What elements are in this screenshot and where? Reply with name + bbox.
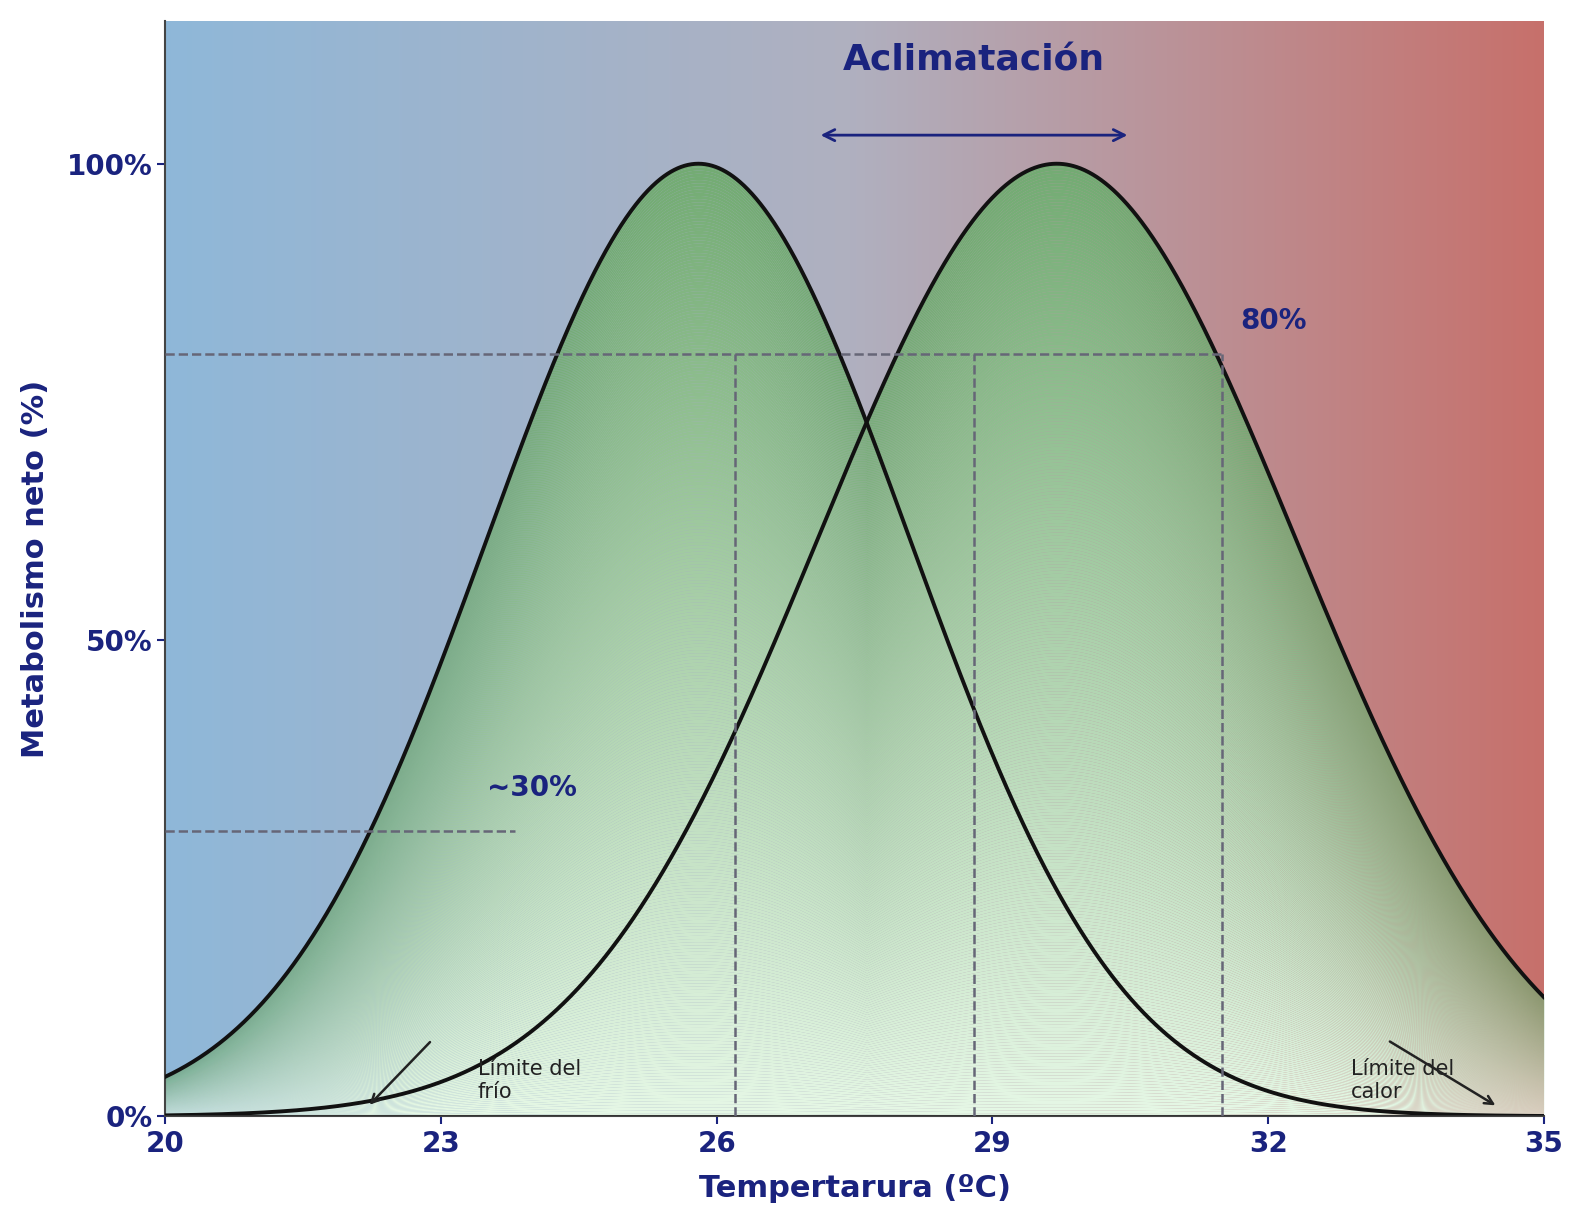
Text: Límite del
calor: Límite del calor bbox=[1351, 1059, 1454, 1103]
X-axis label: Tempertarura (ºC): Tempertarura (ºC) bbox=[699, 1174, 1011, 1203]
Text: Límite del
frío: Límite del frío bbox=[478, 1059, 581, 1103]
Text: 80%: 80% bbox=[1240, 307, 1307, 335]
Text: ~30%: ~30% bbox=[486, 774, 577, 802]
Text: Aclimatación: Aclimatación bbox=[843, 44, 1106, 78]
Y-axis label: Metabolismo neto (%): Metabolismo neto (%) bbox=[21, 379, 49, 758]
